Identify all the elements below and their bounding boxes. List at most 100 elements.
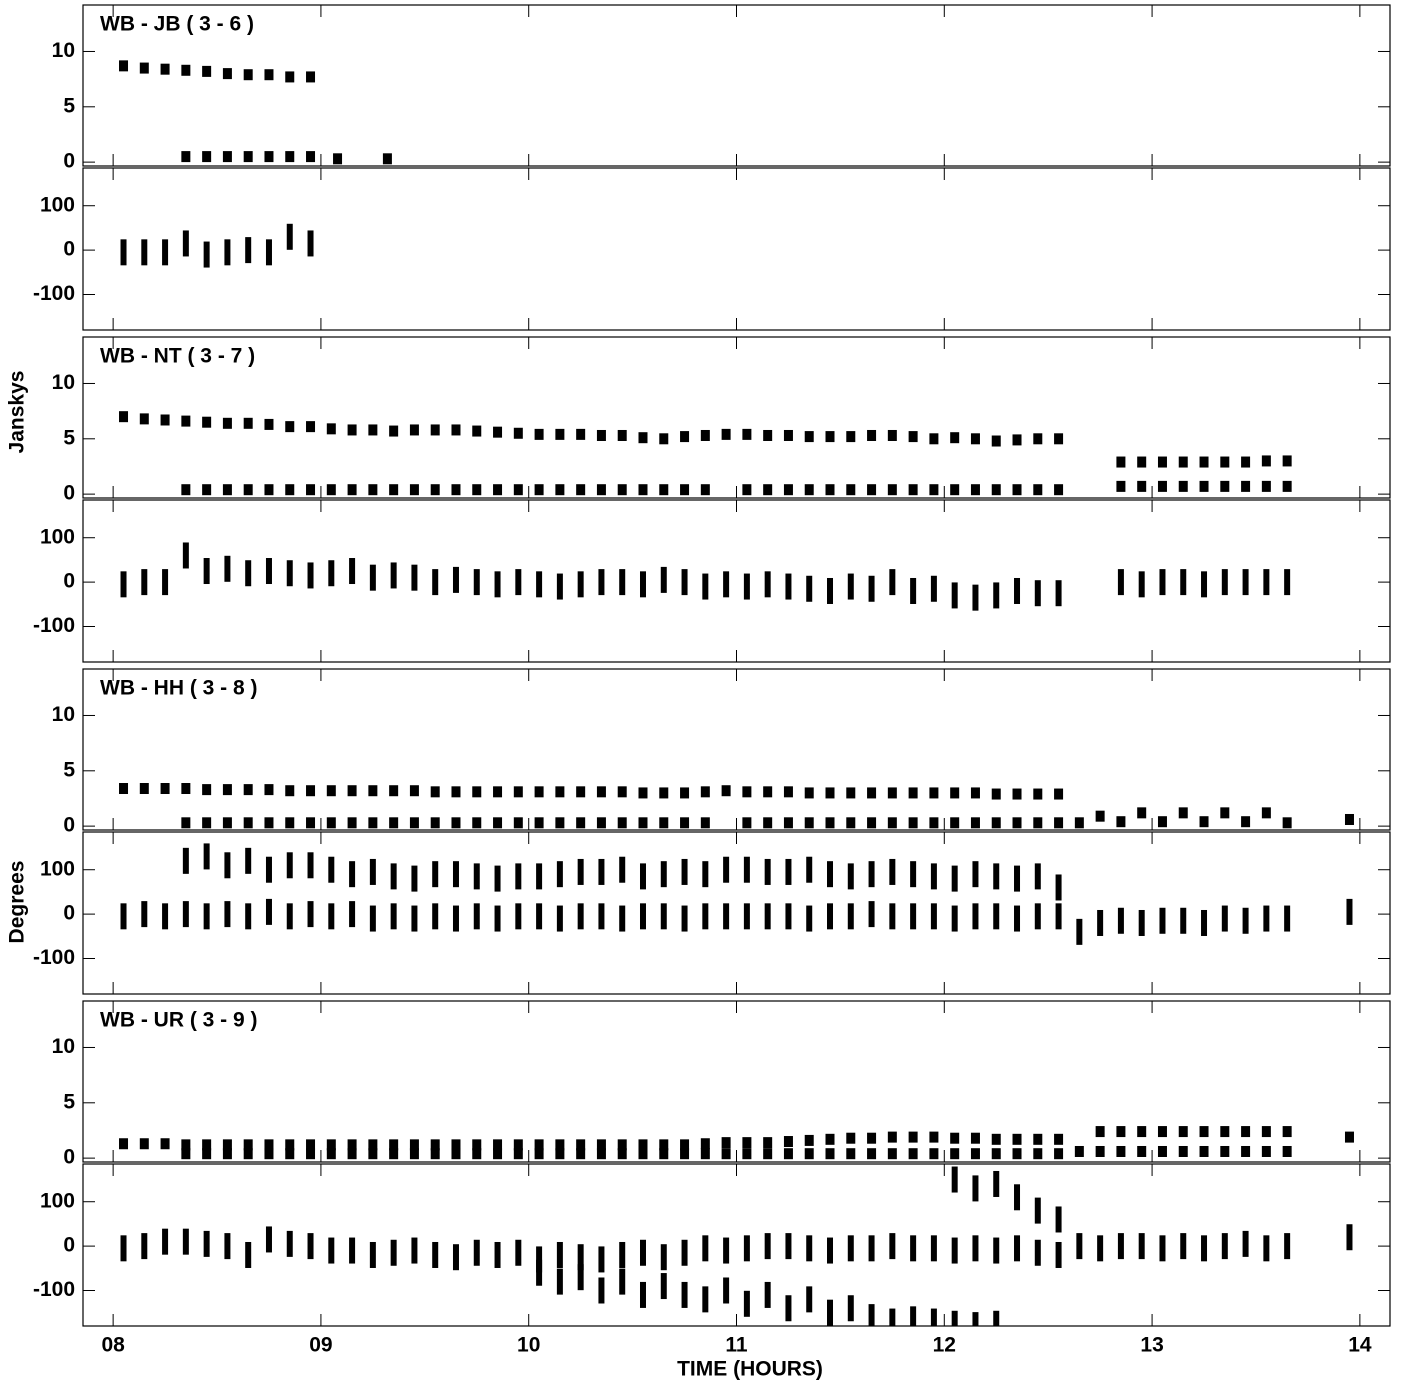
y-tick-label: 100 <box>40 857 75 880</box>
data-point <box>868 1304 875 1326</box>
data-point <box>347 1148 357 1160</box>
data-point <box>1221 569 1228 596</box>
data-point <box>139 783 149 795</box>
data-point <box>887 429 897 441</box>
data-point <box>389 785 399 797</box>
data-point <box>494 571 501 598</box>
data-point <box>681 905 688 932</box>
data-point <box>972 903 979 930</box>
data-point <box>368 484 378 496</box>
data-point <box>700 1148 710 1160</box>
data-point <box>970 433 980 445</box>
data-point <box>347 1139 357 1151</box>
data-point <box>1095 1126 1105 1138</box>
data-point <box>908 484 918 496</box>
data-point <box>243 417 253 429</box>
x-tick-label: 13 <box>1140 1334 1163 1357</box>
data-point <box>846 787 856 799</box>
data-point <box>1097 909 1104 936</box>
data-point <box>991 1148 1001 1160</box>
data-point <box>681 569 688 596</box>
data-point <box>721 785 731 797</box>
data-point <box>868 901 875 928</box>
data-point <box>473 1239 480 1266</box>
data-point <box>846 431 856 443</box>
data-point <box>659 1148 669 1160</box>
data-point <box>141 569 148 596</box>
data-point <box>889 1233 896 1260</box>
data-point <box>1137 1145 1147 1157</box>
data-point <box>950 787 960 799</box>
data-point <box>555 1139 565 1151</box>
data-point <box>806 905 813 932</box>
data-point <box>619 856 626 883</box>
data-point <box>1261 1126 1271 1138</box>
data-point <box>1033 1148 1043 1160</box>
data-point <box>1116 1145 1126 1157</box>
data-point <box>785 1233 792 1260</box>
data-point <box>783 1148 793 1160</box>
data-point <box>598 569 605 596</box>
data-point <box>285 817 295 829</box>
data-point <box>306 1148 316 1160</box>
panel-title: WB - HH ( 3 - 8 ) <box>100 677 258 700</box>
data-point <box>307 852 314 879</box>
data-point <box>763 429 773 441</box>
data-point <box>742 1137 752 1149</box>
data-point <box>638 1148 648 1160</box>
data-point <box>1014 865 1021 892</box>
data-point <box>556 861 563 888</box>
panel-title: WB - JB ( 3 - 6 ) <box>100 13 254 36</box>
data-point <box>536 1259 543 1286</box>
data-point <box>515 903 522 930</box>
data-point <box>1054 1133 1064 1145</box>
data-point <box>1261 455 1271 467</box>
y-tick-label: -100 <box>33 614 75 637</box>
data-point <box>576 484 586 496</box>
data-point <box>827 1299 834 1326</box>
data-point <box>887 1131 897 1143</box>
data-point <box>286 852 293 879</box>
data-point <box>224 1233 231 1260</box>
data-point <box>702 1235 709 1262</box>
data-point <box>286 560 293 587</box>
data-point <box>1012 1148 1022 1160</box>
data-point <box>1076 918 1083 945</box>
y-tick-label: 5 <box>63 426 75 449</box>
data-point <box>825 817 835 829</box>
data-point <box>970 787 980 799</box>
data-point <box>639 903 646 930</box>
data-point <box>409 1139 419 1151</box>
data-point <box>804 817 814 829</box>
data-point <box>577 1244 584 1271</box>
data-point <box>556 905 563 932</box>
data-point <box>368 424 378 436</box>
data-point <box>908 817 918 829</box>
data-point <box>929 1148 939 1160</box>
data-point <box>162 903 169 930</box>
data-point <box>203 843 210 870</box>
y-tick-label: 5 <box>63 1090 75 1113</box>
data-point <box>451 786 461 798</box>
data-point <box>1261 480 1271 492</box>
data-point <box>326 1148 336 1160</box>
data-point <box>889 1308 896 1326</box>
data-point <box>700 1138 710 1150</box>
data-point <box>243 1148 253 1160</box>
data-point <box>577 903 584 930</box>
data-point <box>1284 569 1291 596</box>
data-point <box>306 785 316 797</box>
data-point <box>680 1139 690 1151</box>
data-point <box>804 484 814 496</box>
data-point <box>411 905 418 932</box>
data-point <box>369 858 376 885</box>
data-point <box>264 817 274 829</box>
data-point <box>1199 816 1209 828</box>
plot-frame <box>82 499 1391 663</box>
data-point <box>202 484 212 496</box>
data-point <box>950 1132 960 1144</box>
data-point <box>347 424 357 436</box>
data-point <box>493 786 503 798</box>
data-point <box>369 1241 376 1268</box>
